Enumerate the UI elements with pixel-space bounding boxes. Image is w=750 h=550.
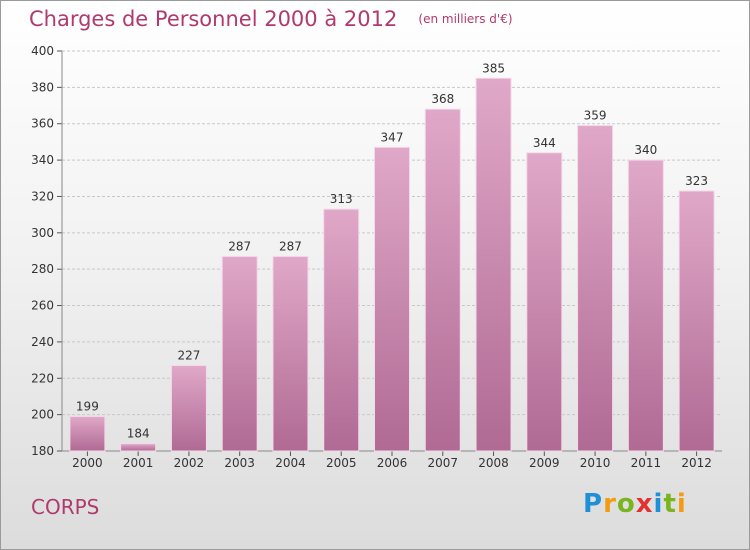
bar-2011 (627, 159, 664, 452)
y-tick-label: 400 (31, 44, 54, 58)
x-tick-label: 2004 (275, 456, 306, 470)
chart-title: Charges de Personnel 2000 à 2012 (29, 7, 398, 31)
logo-letter: P (583, 489, 604, 519)
logo-letter: o (616, 489, 636, 519)
y-tick-label: 280 (31, 262, 54, 276)
y-tick-label: 200 (31, 408, 54, 422)
bar-value-label: 313 (330, 192, 353, 206)
x-tick-label: 2008 (478, 456, 509, 470)
bar-2012 (678, 190, 715, 452)
y-tick-label: 240 (31, 335, 54, 349)
bar-value-label: 287 (279, 239, 302, 253)
x-tick-label: 2000 (72, 456, 103, 470)
y-tick-label: 320 (31, 189, 54, 203)
y-tick-label: 360 (31, 117, 54, 131)
bar-value-label: 347 (381, 130, 404, 144)
bar-2000 (69, 415, 106, 452)
x-tick-label: 2009 (529, 456, 560, 470)
bar-value-label: 359 (584, 109, 607, 123)
bar-value-label: 184 (127, 427, 150, 441)
logo-letter: t (663, 489, 677, 519)
y-tick-label: 300 (31, 226, 54, 240)
y-tick-label: 380 (31, 80, 54, 94)
x-tick-label: 2002 (174, 456, 205, 470)
bar-value-label: 199 (76, 399, 99, 413)
bar-2010 (577, 125, 614, 452)
bar-2003 (221, 255, 258, 452)
x-tick-label: 2007 (427, 456, 458, 470)
commune-name: CORPS (31, 495, 100, 519)
bar-value-label: 340 (634, 143, 657, 157)
y-tick-label: 340 (31, 153, 54, 167)
x-tick-label: 2010 (580, 456, 611, 470)
bar-2001 (120, 443, 157, 452)
bar-value-label: 385 (482, 61, 505, 75)
x-tick-label: 2012 (681, 456, 712, 470)
bar-2004 (272, 255, 309, 452)
bar-layer (69, 77, 715, 452)
bar-2008 (475, 77, 512, 452)
x-tick-label: 2003 (224, 456, 255, 470)
bar-value-label: 344 (533, 136, 556, 150)
logo-letter: i (653, 489, 664, 519)
y-tick-label: 180 (31, 444, 54, 458)
x-tick-label: 2001 (123, 456, 154, 470)
logo-letter: r (603, 489, 617, 519)
chart-subtitle: (en milliers d'€) (418, 12, 513, 26)
bar-value-label: 227 (177, 349, 200, 363)
proxiti-logo[interactable]: Proxiti (583, 489, 687, 519)
x-tick-label: 2005 (326, 456, 357, 470)
bar-2006 (374, 146, 410, 452)
bar-2009 (526, 152, 563, 452)
label-layer: 180 200 220 240 260 280 300 320 340 360 380 400 199 2… (31, 44, 712, 470)
y-tick-label: 220 (31, 371, 54, 385)
bar-value-label: 323 (685, 174, 708, 188)
bar-2007 (424, 108, 461, 452)
bar-value-label: 287 (228, 239, 251, 253)
logo-letter: x (635, 489, 654, 519)
x-tick-label: 2006 (377, 456, 408, 470)
y-tick-label: 260 (31, 299, 54, 313)
title-row: Charges de Personnel 2000 à 2012 (en mil… (29, 7, 513, 31)
bar-value-label: 368 (431, 92, 454, 106)
bar-2005 (323, 208, 360, 452)
bar-2002 (170, 365, 207, 452)
logo-letter: i (676, 489, 687, 519)
x-tick-label: 2011 (631, 456, 662, 470)
